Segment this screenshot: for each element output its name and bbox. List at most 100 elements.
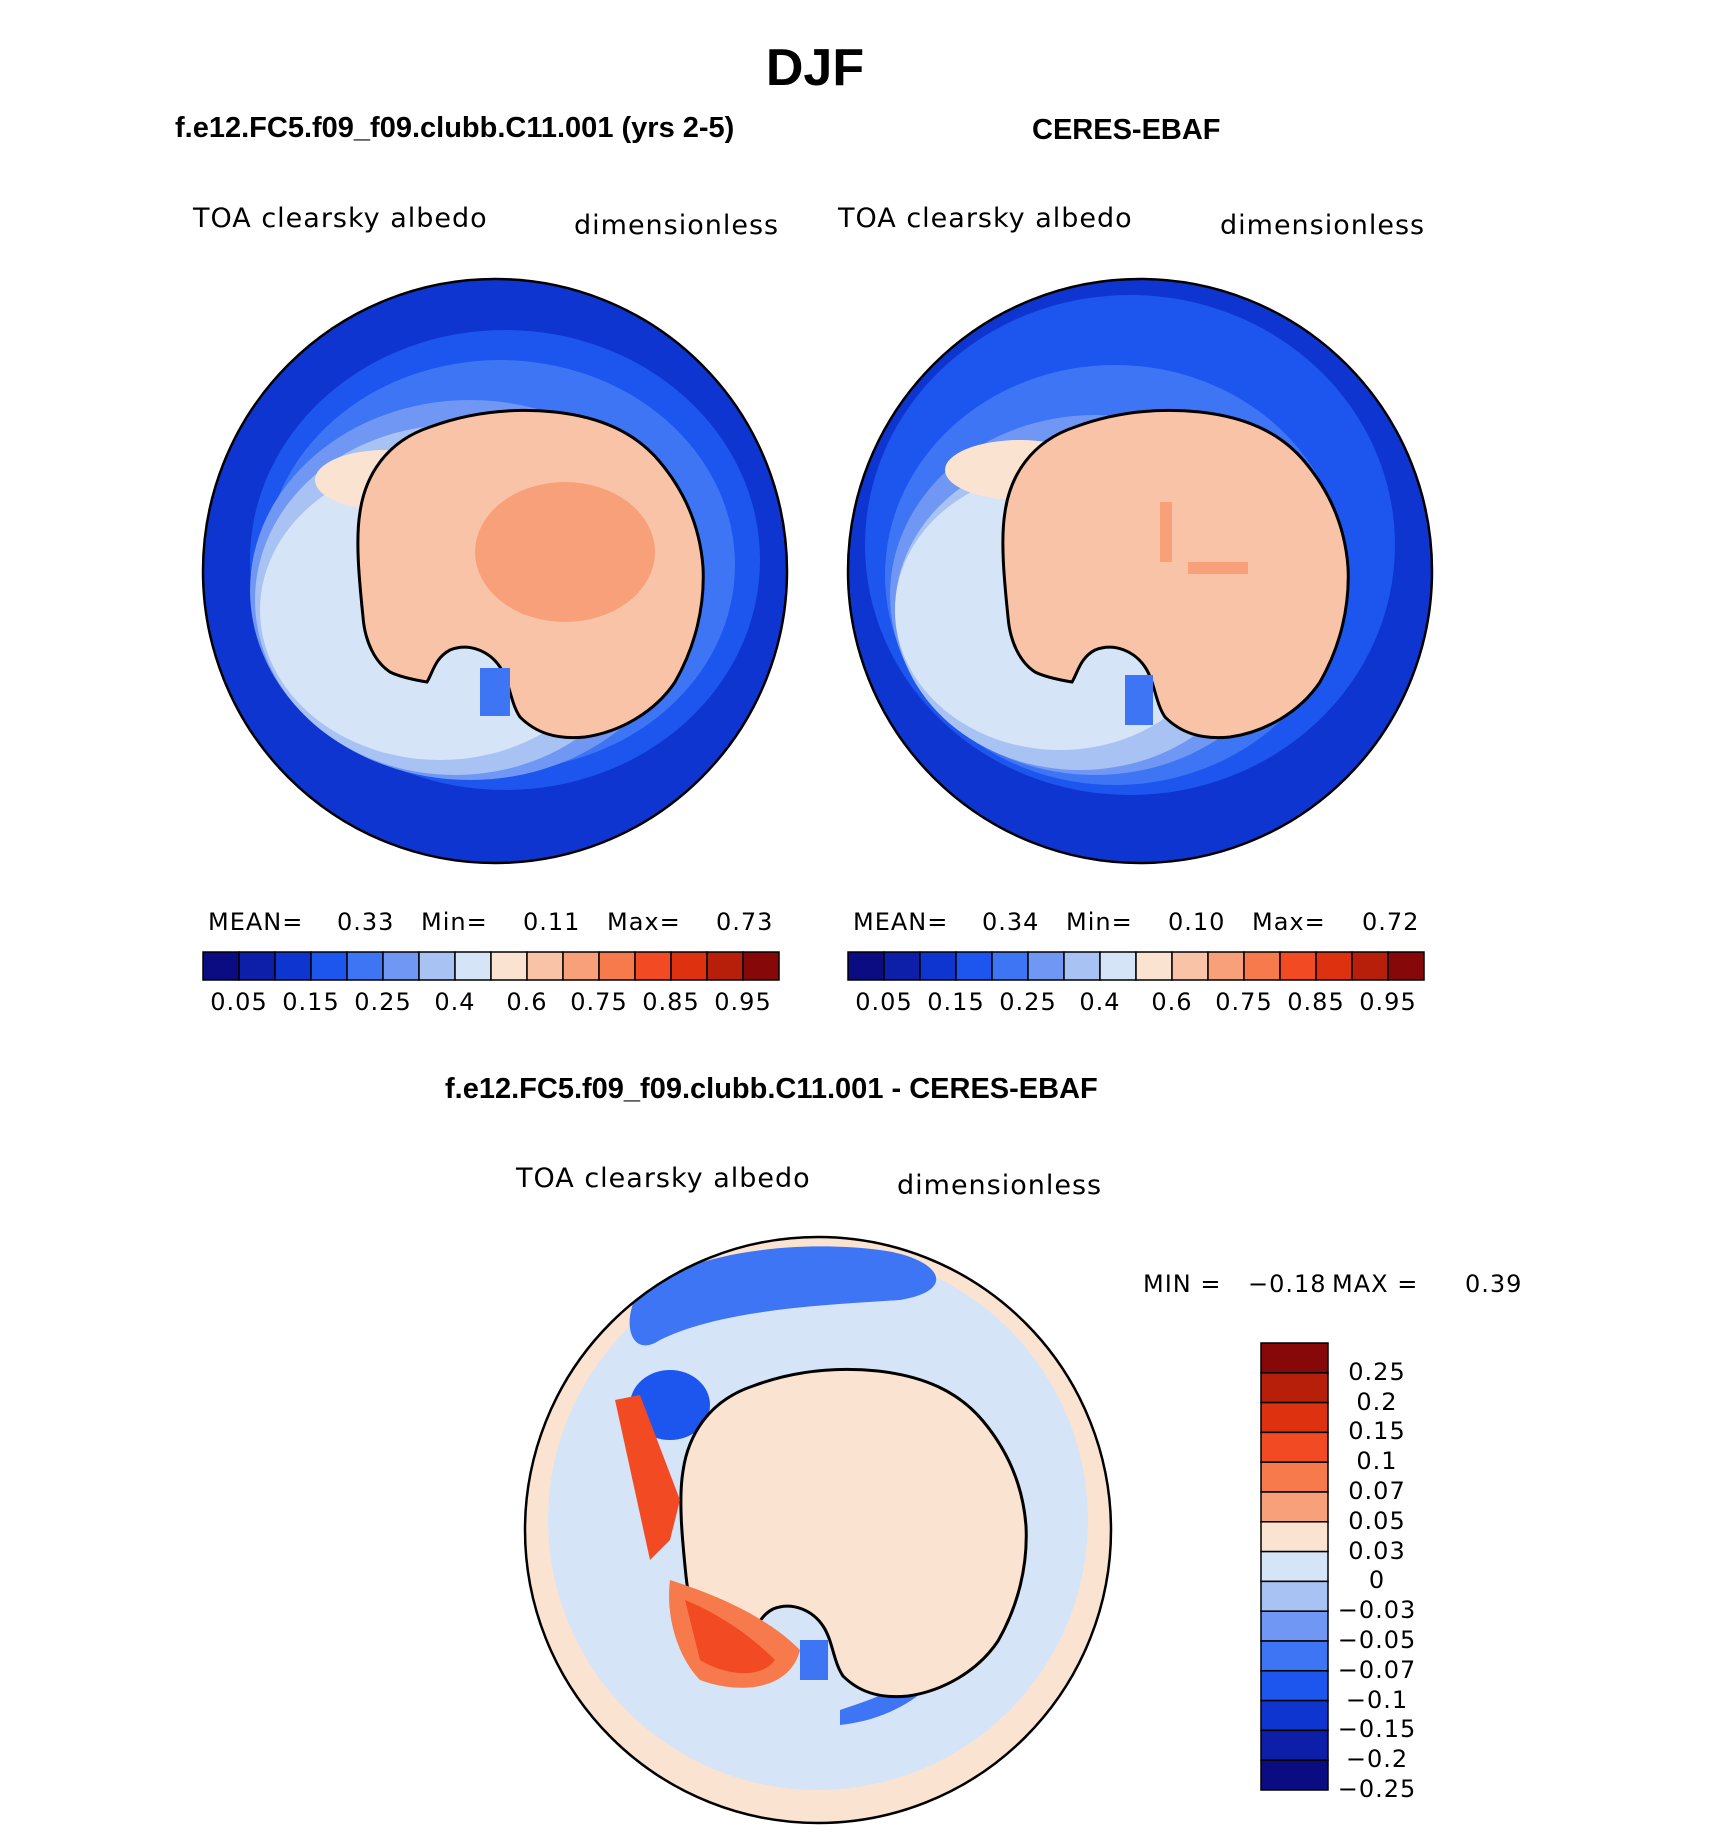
colorbar-swatch	[1260, 1372, 1329, 1404]
colorbar-swatch	[991, 951, 1029, 981]
colorbar-panel-1	[202, 951, 780, 981]
panel-1-max-label: Max=	[607, 908, 681, 936]
colorbar-swatch	[598, 951, 636, 981]
colorbar-swatch	[1135, 951, 1173, 981]
colorbar-swatch	[1260, 1491, 1329, 1523]
colorbar-swatch	[382, 951, 420, 981]
colorbar-tick-label: 0.1	[1356, 1447, 1398, 1476]
colorbar-swatch	[1260, 1461, 1329, 1493]
colorbar-swatch	[562, 951, 600, 981]
colorbar-tick-label: 0.05	[855, 988, 913, 1016]
panel-1-map-border	[201, 277, 789, 865]
colorbar-diff	[1260, 1342, 1329, 1791]
ross-ice-anomaly	[1125, 675, 1153, 725]
diff-positive-patch	[685, 1600, 775, 1674]
colorbar-tick-label: 0.85	[1287, 988, 1345, 1016]
panel-1-mean-value: 0.33	[337, 908, 395, 936]
colorbar-tick-label: −0.15	[1337, 1715, 1417, 1744]
colorbar-tick-label: 0.85	[642, 988, 700, 1016]
colorbar-swatch	[1171, 951, 1209, 981]
colorbar-tick-label: 0.25	[999, 988, 1057, 1016]
plateau-streak	[1188, 562, 1248, 574]
colorbar-tick-label: 0.95	[714, 988, 772, 1016]
colorbar-tick-label: 0.15	[1348, 1417, 1406, 1446]
colorbar-swatch	[238, 951, 276, 981]
colorbar-swatch	[1260, 1521, 1329, 1553]
colorbar-tick-label: 0.95	[1359, 988, 1417, 1016]
colorbar-swatch	[1260, 1640, 1329, 1672]
colorbar-tick-label: 0.15	[927, 988, 985, 1016]
diff-min-value: −0.18	[1248, 1270, 1327, 1298]
colorbar-tick-label: 0.75	[570, 988, 628, 1016]
colorbar-tick-label: −0.2	[1345, 1745, 1409, 1774]
diff-max-label: MAX =	[1332, 1270, 1419, 1298]
panel-2-units: dimensionless	[1220, 210, 1426, 241]
panel-1-map	[203, 279, 787, 863]
colorbar-swatch	[1260, 1342, 1329, 1374]
colorbar-tick-label: −0.05	[1337, 1626, 1417, 1654]
colorbar-swatch	[1260, 1580, 1329, 1612]
colorbar-tick-label: 0.4	[434, 988, 476, 1016]
panel-1-mean-label: MEAN=	[208, 908, 304, 936]
diff-panel-title: f.e12.FC5.f09_f09.clubb.C11.001 - CERES-…	[445, 1073, 1098, 1105]
colorbar-tick-label: 0	[1368, 1566, 1386, 1595]
colorbar-swatch	[847, 951, 885, 981]
colorbar-tick-label: −0.03	[1337, 1596, 1417, 1625]
colorbar-swatch	[634, 951, 672, 981]
colorbar-tick-label: −0.25	[1337, 1775, 1417, 1803]
colorbar-swatch	[274, 951, 312, 981]
panel-2-map-border	[846, 277, 1434, 865]
colorbar-swatch	[1063, 951, 1101, 981]
colorbar-swatch	[1260, 1759, 1329, 1791]
panel-2-mean-label: MEAN=	[853, 908, 949, 936]
colorbar-tick-label: 0.6	[506, 988, 548, 1016]
colorbar-swatch	[1387, 951, 1425, 981]
diff-negative-patch	[800, 1640, 828, 1680]
colorbar-swatch	[1260, 1729, 1329, 1761]
panel-2-title: CERES-EBAF	[1032, 114, 1221, 146]
colorbar-swatch	[310, 951, 348, 981]
plateau-streak	[1160, 502, 1172, 562]
colorbar-swatch	[1260, 1431, 1329, 1463]
diff-map	[525, 1237, 1111, 1823]
colorbar-tick-label: 0.05	[1348, 1506, 1406, 1535]
colorbar-swatch	[346, 951, 384, 981]
panel-1-min-value: 0.11	[523, 908, 581, 936]
panel-2-variable: TOA clearsky albedo	[838, 203, 1133, 234]
diff-positive-coast	[615, 1395, 680, 1560]
colorbar-tick-label: 0.4	[1079, 988, 1121, 1016]
colorbar-swatch	[1315, 951, 1353, 981]
colorbar-tick-label: −0.1	[1345, 1685, 1409, 1714]
colorbar-swatch	[1351, 951, 1389, 981]
colorbar-swatch	[742, 951, 780, 981]
colorbar-panel-2	[847, 951, 1425, 981]
colorbar-swatch	[1243, 951, 1281, 981]
colorbar-tick-label: 0.03	[1348, 1536, 1406, 1565]
colorbar-swatch	[1027, 951, 1065, 981]
colorbar-swatch	[1260, 1401, 1329, 1434]
colorbar-swatch	[454, 951, 492, 981]
panel-1-units: dimensionless	[574, 210, 780, 241]
panel-2-min-label: Min=	[1066, 908, 1133, 936]
ross-ice-anomaly	[480, 668, 510, 716]
colorbar-swatch	[1260, 1670, 1329, 1702]
colorbar-swatch	[919, 951, 957, 981]
colorbar-swatch	[526, 951, 564, 981]
diff-map-border	[523, 1235, 1113, 1825]
colorbar-swatch	[1099, 951, 1137, 981]
panel-2-mean-value: 0.34	[982, 908, 1040, 936]
page-title: DJF	[765, 39, 865, 97]
colorbar-swatch	[418, 951, 456, 981]
colorbar-tick-label: 0.2	[1356, 1387, 1398, 1416]
colorbar-swatch	[955, 951, 993, 981]
colorbar-tick-label: 0.25	[354, 988, 412, 1016]
diff-negative-band	[629, 1246, 937, 1346]
colorbar-swatch	[706, 951, 744, 981]
colorbar-tick-label: 0.75	[1215, 988, 1273, 1016]
panel-1-max-value: 0.73	[716, 908, 774, 936]
colorbar-swatch	[1207, 951, 1245, 981]
panel-1-title: f.e12.FC5.f09_f09.clubb.C11.001 (yrs 2-5…	[175, 112, 735, 144]
colorbar-tick-label: −0.07	[1337, 1655, 1417, 1684]
panel-2-max-label: Max=	[1252, 908, 1326, 936]
